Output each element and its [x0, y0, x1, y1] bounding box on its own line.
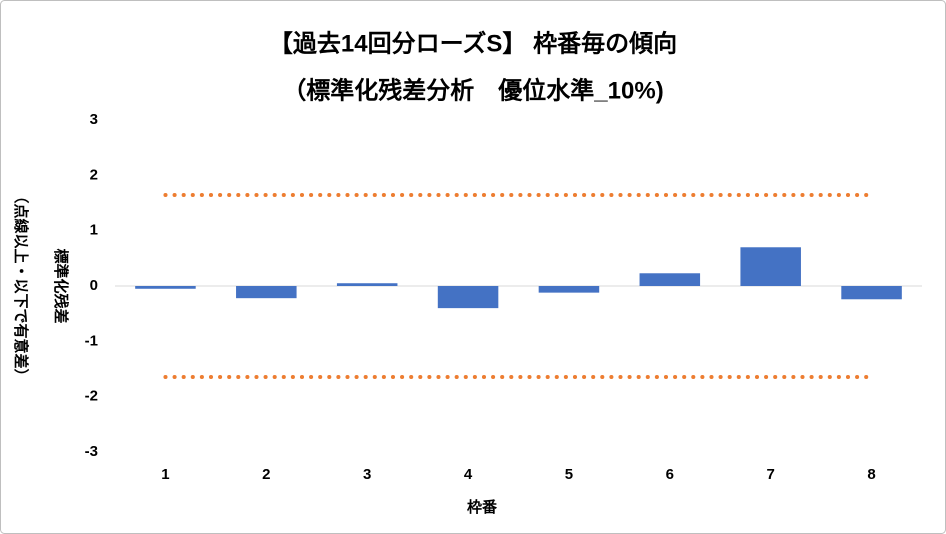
y-tick-label: 0 [90, 277, 98, 294]
chart-subtitle: （標準化残差分析 優位水準_10%) [282, 76, 663, 104]
bar [437, 286, 499, 309]
x-tick-label: 8 [867, 466, 875, 483]
x-tick-label: 4 [464, 466, 473, 483]
x-tick-label: 3 [363, 466, 371, 483]
y-tick-label: -2 [85, 388, 98, 405]
x-axis-label: 枠番 [467, 498, 498, 516]
bar [639, 273, 701, 286]
x-tick-label: 6 [666, 466, 674, 483]
y-tick-label: 2 [90, 166, 98, 183]
x-tick-label: 2 [262, 466, 270, 483]
y-tick-label: -3 [85, 443, 98, 460]
x-tick-label: 1 [161, 466, 169, 483]
bar [740, 247, 801, 286]
bar [236, 286, 297, 299]
y-tick-label: -1 [85, 332, 98, 349]
bar [135, 286, 196, 289]
bar [538, 286, 600, 293]
y-tick-label: 1 [90, 222, 98, 239]
bar [336, 283, 398, 286]
y-axis-label: 標準化残差 [52, 248, 70, 323]
x-tick-label: 5 [565, 466, 573, 483]
chart-title: 【過去14回分ローズS】 枠番毎の傾向 [269, 29, 677, 57]
y-axis-note: （点線以上・以下で有意差） [12, 188, 30, 383]
x-tick-label: 7 [767, 466, 775, 483]
y-tick-label: 3 [90, 111, 98, 128]
bar [841, 286, 902, 300]
